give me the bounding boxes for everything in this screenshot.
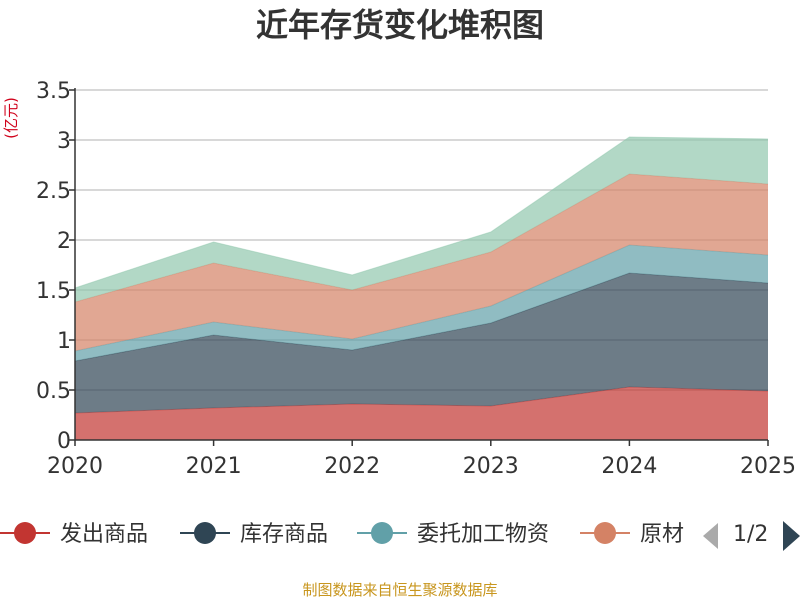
y-tick-label: 3 xyxy=(57,129,71,154)
chart-title: 近年存货变化堆积图 xyxy=(256,6,544,44)
x-tick-label: 2025 xyxy=(740,454,796,479)
chevron-right-icon[interactable] xyxy=(783,521,800,551)
y-tick-label: 0.5 xyxy=(36,379,71,404)
legend[interactable]: 发出商品 库存商品 委托加工物资 原材 1/2 xyxy=(0,521,800,551)
y-tick-label: 3.5 xyxy=(36,79,71,104)
data-source-note: 制图数据来自恒生聚源数据库 xyxy=(302,581,497,599)
legend-item[interactable]: 原材 xyxy=(580,522,684,547)
legend-page-indicator: 1/2 xyxy=(733,522,768,547)
chevron-left-icon[interactable] xyxy=(703,523,718,549)
legend-label: 库存商品 xyxy=(240,522,328,547)
legend-label: 原材 xyxy=(640,522,684,547)
x-tick-label: 2022 xyxy=(324,454,380,479)
legend-item[interactable]: 库存商品 xyxy=(180,522,328,547)
x-tick-label: 2020 xyxy=(47,454,103,479)
x-tick-label: 2021 xyxy=(186,454,242,479)
legend-item[interactable]: 委托加工物资 xyxy=(357,522,549,547)
legend-label: 委托加工物资 xyxy=(417,522,549,547)
legend-swatch-dot xyxy=(371,522,393,544)
y-tick-label: 2.5 xyxy=(36,179,71,204)
y-tick-label: 0 xyxy=(57,429,71,454)
area-series-1 xyxy=(75,387,768,440)
area-series-2 xyxy=(75,273,768,413)
y-tick-label: 2 xyxy=(57,229,71,254)
legend-swatch-dot xyxy=(194,522,216,544)
y-tick-label: 1.5 xyxy=(36,279,71,304)
legend-swatch-dot xyxy=(14,522,36,544)
y-tick-label: 1 xyxy=(57,329,71,354)
area-series-group xyxy=(74,136,769,440)
legend-swatch-dot xyxy=(594,522,616,544)
area-series-3 xyxy=(75,245,768,361)
legend-item[interactable]: 发出商品 xyxy=(0,522,148,547)
area-series-4 xyxy=(75,174,768,351)
legend-label: 发出商品 xyxy=(60,522,148,547)
y-axis-unit-label: (亿元) xyxy=(2,97,20,139)
area-series-5 xyxy=(75,137,768,302)
axes: 0 0.5 1 1.5 2 2.5 3 3.5 2020 2021 2022 2023 2024 2025 xyxy=(36,79,796,479)
x-tick-label: 2023 xyxy=(463,454,519,479)
series-line-5 xyxy=(74,136,769,289)
x-tick-label: 2024 xyxy=(601,454,657,479)
